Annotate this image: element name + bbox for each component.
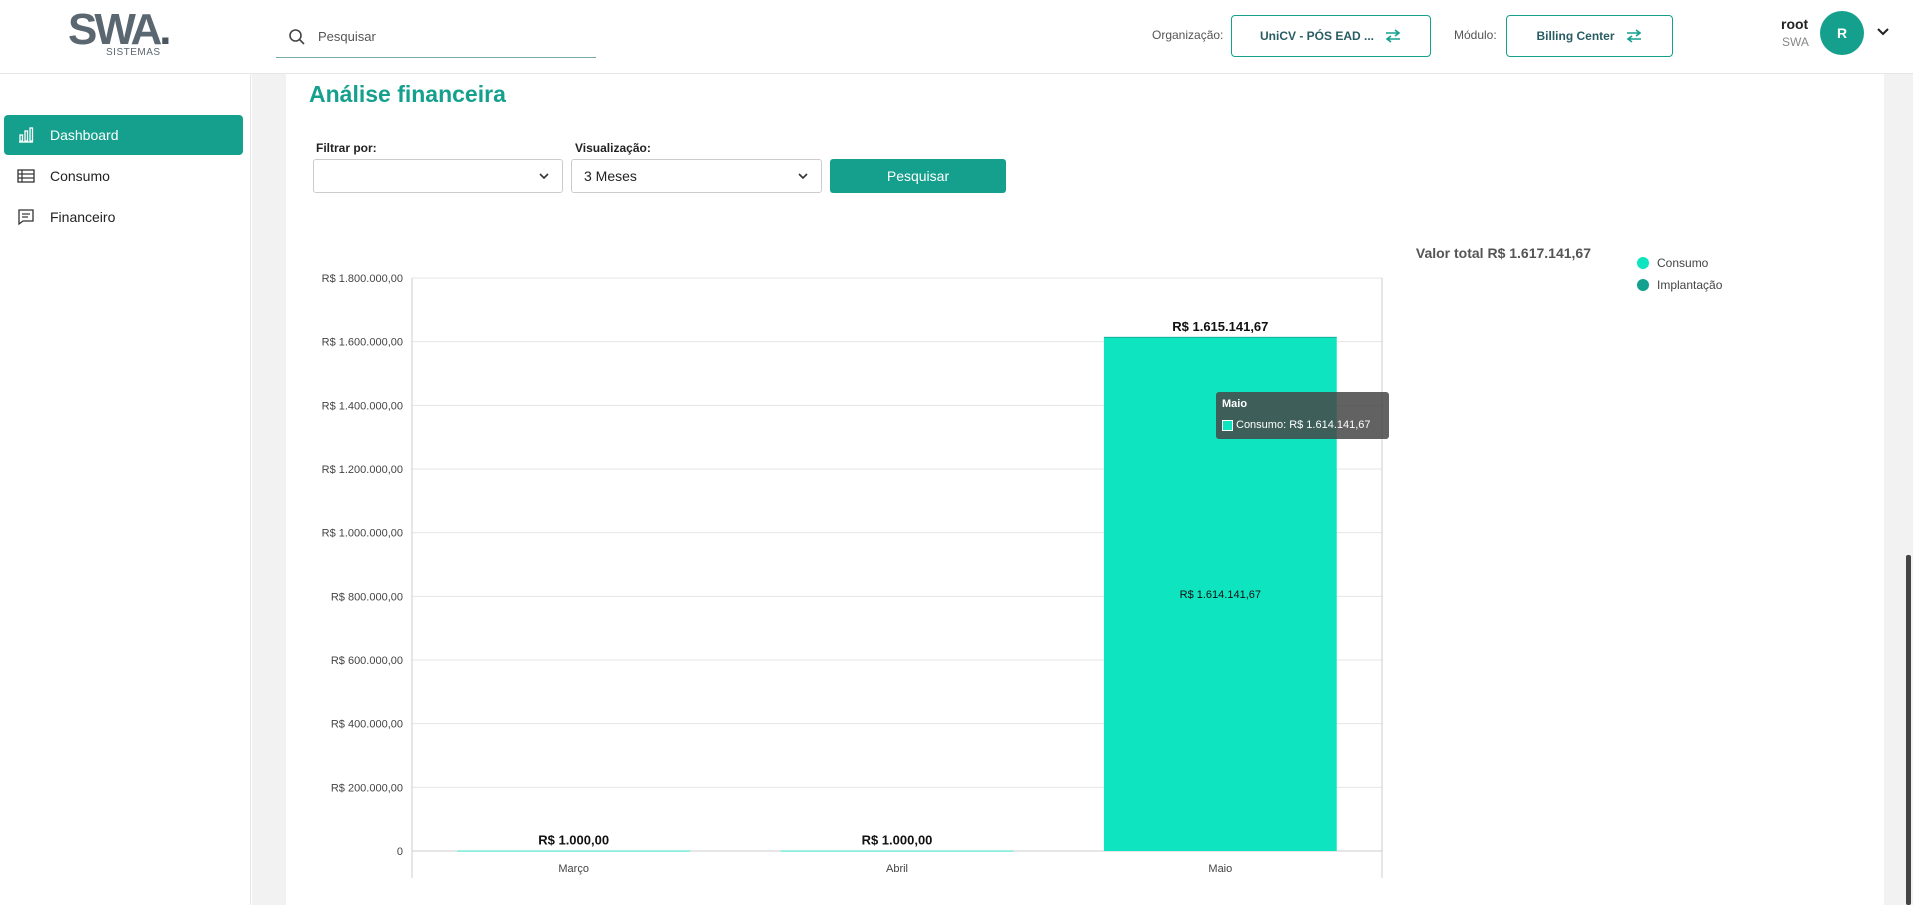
legend-item-implantacao[interactable]: Implantação [1637, 274, 1722, 296]
sidebar-item-label: Consumo [50, 168, 110, 184]
y-tick-label: R$ 1.400.000,00 [322, 400, 403, 412]
x-tick-label: Abril [886, 863, 908, 875]
y-tick-label: R$ 1.600.000,00 [322, 337, 403, 349]
bar-implantação [1103, 336, 1337, 338]
search-button[interactable]: Pesquisar [830, 159, 1006, 193]
view-label: Visualização: [575, 141, 651, 155]
organization-label: Organização: [1152, 28, 1224, 42]
y-tick-label: R$ 1.000.000,00 [322, 528, 403, 540]
logo[interactable]: SWA. SISTEMAS [68, 8, 188, 60]
y-tick-label: 0 [397, 846, 403, 858]
financial-bar-chart: 0 R$ 200.000,00 R$ 400.000,00 R$ 600.000,00… [322, 273, 1383, 878]
y-tick-label: R$ 800.000,00 [331, 591, 403, 603]
y-tick-label: R$ 1.800.000,00 [322, 273, 403, 285]
organization-selector-button[interactable]: UniCV - PÓS EAD ... [1231, 15, 1431, 57]
search-placeholder: Pesquisar [318, 29, 376, 44]
tooltip-swatch [1222, 419, 1233, 431]
y-tick-label: R$ 200.000,00 [331, 782, 403, 794]
avatar[interactable]: R [1820, 11, 1864, 55]
search-input[interactable]: Pesquisar [276, 16, 596, 58]
legend-item-consumo[interactable]: Consumo [1637, 252, 1722, 274]
chevron-down-icon [798, 173, 808, 180]
bar-chart-icon [19, 127, 34, 143]
tooltip-title: Maio [1222, 398, 1248, 410]
total-value: Valor total R$ 1.617.141,67 [1415, 245, 1591, 261]
bar-total-label: R$ 1.000,00 [538, 833, 609, 848]
module-label: Módulo: [1454, 28, 1497, 42]
chart-legend: Consumo Implantação [1637, 252, 1722, 296]
y-tick-label: R$ 400.000,00 [331, 719, 403, 731]
tooltip-value: Consumo: R$ 1.614.141,67 [1236, 419, 1371, 431]
logo-subtitle: SISTEMAS [106, 47, 161, 58]
bar-total-label: R$ 1.000,00 [862, 833, 933, 848]
swap-icon [1626, 29, 1641, 43]
scrollbar-thumb[interactable] [1906, 555, 1911, 905]
financial-analysis-card: Análise financeira Filtrar por: Visualiz… [286, 74, 1884, 905]
chart-tooltip: Maio Consumo: R$ 1.614.141,67 [1216, 392, 1389, 439]
sidebar-item-label: Financeiro [50, 209, 116, 225]
module-value: Billing Center [1536, 29, 1615, 43]
sidebar-item-dashboard[interactable]: Dashboard [4, 115, 243, 155]
chevron-down-icon [539, 173, 549, 180]
legend-swatch [1637, 257, 1649, 269]
legend-swatch [1637, 279, 1649, 291]
bar-consumo [457, 850, 691, 852]
main-content: Análise financeira Filtrar por: Visualiz… [252, 74, 1913, 905]
y-tick-label: R$ 1.200.000,00 [322, 464, 403, 476]
search-icon [289, 28, 305, 45]
tooltip-line: Consumo: R$ 1.614.141,67 [1222, 419, 1371, 431]
view-value: 3 Meses [584, 168, 637, 184]
filter-select[interactable] [313, 159, 563, 193]
sidebar-item-consumo[interactable]: Consumo [4, 156, 243, 196]
sidebar-item-label: Dashboard [50, 127, 119, 143]
user-organization: SWA [1782, 35, 1809, 49]
bar-consumo [780, 850, 1014, 852]
chevron-down-icon[interactable] [1876, 27, 1890, 37]
list-icon [17, 169, 35, 183]
user-name: root [1781, 16, 1809, 32]
logo-text: SWA. [68, 5, 172, 54]
organization-value: UniCV - PÓS EAD ... [1259, 29, 1374, 43]
legend-label: Consumo [1657, 256, 1709, 270]
y-tick-label: R$ 600.000,00 [331, 655, 403, 667]
legend-label: Implantação [1657, 278, 1723, 292]
page-title: Análise financeira [309, 81, 506, 107]
x-tick-label: Março [558, 863, 589, 875]
message-icon [18, 209, 34, 226]
x-tick-label: Maio [1208, 863, 1232, 875]
bar-total-label: R$ 1.615.141,67 [1172, 319, 1268, 334]
swap-icon [1385, 29, 1401, 43]
module-selector-button[interactable]: Billing Center [1506, 15, 1673, 57]
segment-value-label: R$ 1.614.141,67 [1180, 589, 1261, 601]
top-bar: SWA. SISTEMAS Pesquisar Organização: Uni… [0, 0, 1913, 74]
scrollbar-track[interactable] [1904, 74, 1913, 905]
filter-label: Filtrar por: [316, 141, 377, 155]
view-select[interactable]: 3 Meses [571, 159, 822, 193]
sidebar: Dashboard Consumo Financeiro [0, 74, 251, 905]
sidebar-item-financeiro[interactable]: Financeiro [4, 197, 243, 237]
